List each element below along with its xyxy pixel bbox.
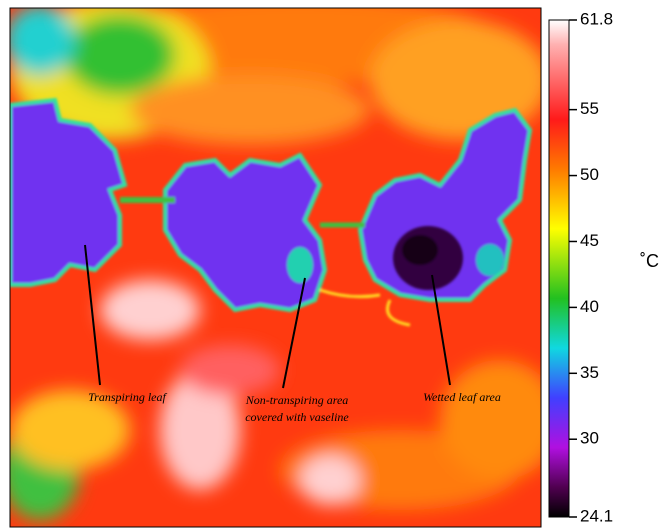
thermal-image: Transpiring leaf Non-transpiring area co… <box>0 0 560 527</box>
tick-label: 30 <box>580 429 599 448</box>
thermal-figure: Transpiring leaf Non-transpiring area co… <box>0 0 661 529</box>
annotation: Wetted leaf area <box>423 390 501 404</box>
unit-label: ˚C <box>640 251 659 271</box>
tick-label: 40 <box>580 297 599 316</box>
annotation: Transpiring leaf <box>88 390 167 404</box>
tick-label: 55 <box>580 99 599 118</box>
page: {"annotations": [ {"lines": ["Transpirin… <box>0 0 661 529</box>
tick-label: 61.8 <box>580 9 613 28</box>
tick-label: 45 <box>580 231 599 250</box>
annotation: covered with vaseline <box>245 410 349 424</box>
colorbar-scale <box>549 20 569 517</box>
annotation: Non-transpiring area <box>245 393 349 407</box>
tick-label: 50 <box>580 165 599 184</box>
colorbar: ˚C 61.8 55 50 45 40 35 30 24.1 <box>549 9 659 525</box>
tick-label: 35 <box>580 363 599 382</box>
tick-label: 24.1 <box>580 506 613 525</box>
